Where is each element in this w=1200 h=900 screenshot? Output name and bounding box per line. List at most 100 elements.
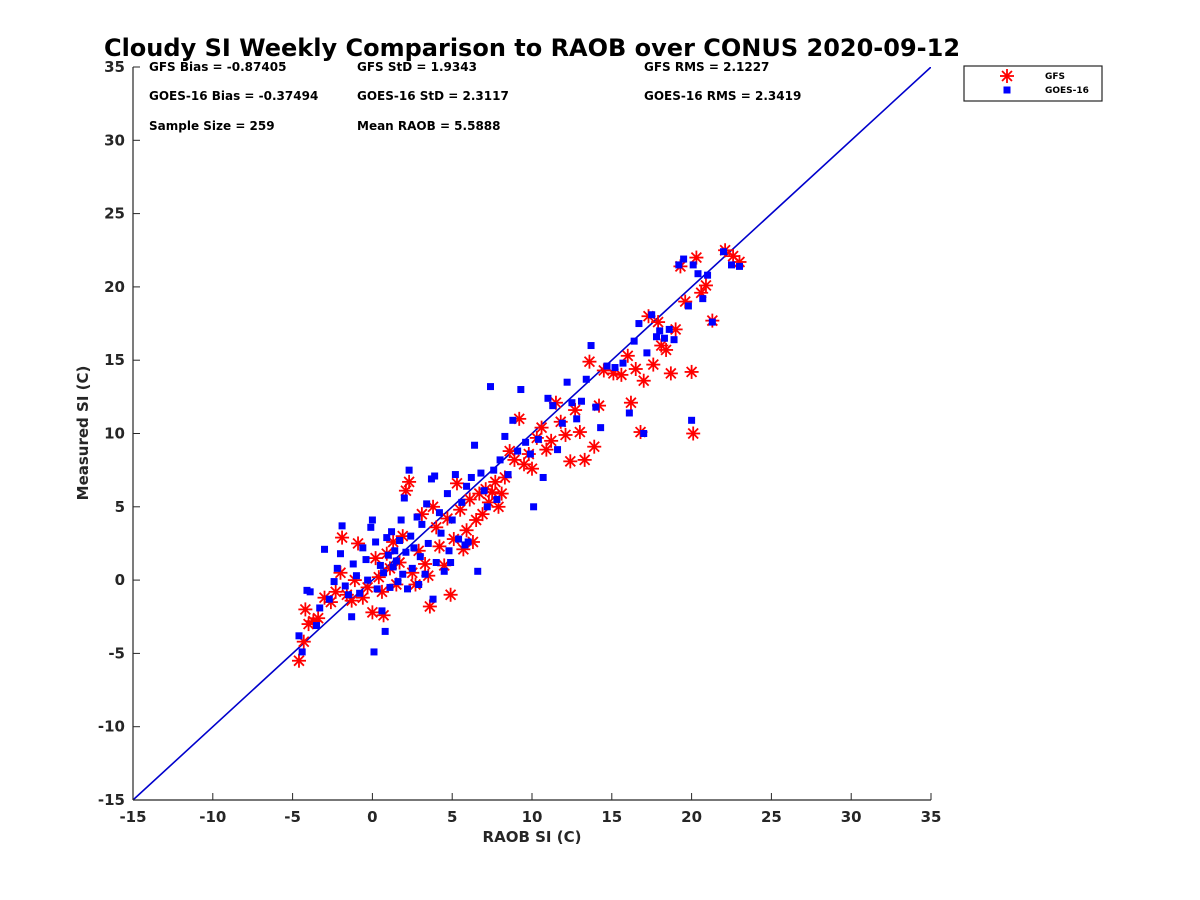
goes16-point bbox=[333, 564, 341, 572]
goes16-point bbox=[400, 494, 408, 502]
legend-gfs-label: GFS bbox=[1045, 72, 1065, 82]
gfs-point bbox=[628, 361, 643, 376]
goes16-point bbox=[359, 544, 367, 552]
goes16-point bbox=[402, 548, 410, 556]
goes16-point bbox=[392, 557, 400, 565]
goes16-point bbox=[665, 325, 673, 333]
goes16-point bbox=[415, 580, 423, 588]
goes16-point bbox=[348, 613, 356, 621]
statistics-annotations: GFS Bias = -0.87405 GFS StD = 1.9343 GFS… bbox=[149, 60, 801, 133]
goes16-point bbox=[474, 567, 482, 575]
goes16-point bbox=[364, 576, 372, 584]
goes16-point bbox=[451, 471, 459, 479]
y-tick-label: -10 bbox=[98, 718, 125, 736]
legend-box bbox=[963, 65, 1103, 102]
goes16-point bbox=[496, 456, 504, 464]
goes16-point bbox=[568, 399, 576, 407]
goes16-point bbox=[338, 522, 346, 530]
goes16-point bbox=[675, 261, 683, 269]
goes16-point bbox=[341, 582, 349, 590]
goes16-point bbox=[680, 255, 688, 263]
goes16-point bbox=[372, 538, 380, 546]
gfs-point bbox=[587, 439, 602, 454]
gfs-point bbox=[328, 584, 343, 599]
legend-goes16-label: GOES-16 bbox=[1045, 86, 1089, 96]
y-tick-label: 10 bbox=[104, 425, 125, 443]
goes16-point bbox=[471, 441, 479, 449]
goes16-point bbox=[577, 397, 585, 405]
gfs-point bbox=[534, 420, 549, 435]
gfs-point bbox=[459, 523, 474, 538]
goes16-point bbox=[688, 416, 696, 424]
gfs-point bbox=[620, 348, 635, 363]
goes16-point bbox=[394, 578, 402, 586]
y-tick-label: 30 bbox=[104, 131, 125, 149]
goes16-point bbox=[389, 563, 397, 571]
gfs-point bbox=[686, 426, 701, 441]
goes16-point bbox=[464, 538, 472, 546]
gfs-point bbox=[365, 605, 380, 620]
x-tick-label: -15 bbox=[119, 808, 146, 826]
goes16-point bbox=[558, 419, 566, 427]
goes16-point bbox=[432, 559, 440, 567]
goes16-point bbox=[611, 364, 619, 372]
goes16-point bbox=[383, 534, 391, 542]
y-tick-label: 25 bbox=[104, 205, 125, 223]
gfs-point bbox=[525, 461, 539, 476]
gfs-point bbox=[684, 364, 699, 379]
goes16-point bbox=[391, 547, 399, 555]
gfs-point bbox=[368, 551, 383, 566]
goes16-point bbox=[295, 632, 303, 640]
x-tick-label: 15 bbox=[601, 808, 622, 826]
goes16-point bbox=[325, 595, 333, 603]
goes16-point bbox=[728, 261, 735, 269]
gfs-point bbox=[432, 539, 447, 554]
goes16-point bbox=[405, 466, 413, 474]
goes16-point bbox=[720, 248, 728, 256]
goes16-point bbox=[362, 556, 370, 564]
stat-mean-raob: Mean RAOB = 5.5888 bbox=[357, 119, 501, 133]
goes16-point bbox=[704, 271, 712, 279]
goes16-point bbox=[349, 560, 357, 568]
goes16-point bbox=[467, 473, 475, 481]
gfs-point bbox=[568, 403, 583, 418]
goes16-point bbox=[344, 591, 352, 599]
goes16-point bbox=[534, 435, 542, 443]
x-tick-label: 20 bbox=[681, 808, 702, 826]
goes16-point bbox=[404, 585, 412, 593]
y-tick-label: 35 bbox=[104, 58, 125, 76]
goes16-point bbox=[517, 386, 525, 394]
goes16-point bbox=[640, 430, 648, 437]
gfs-point bbox=[418, 556, 433, 571]
goes16-point bbox=[418, 520, 426, 528]
gfs-point bbox=[475, 507, 490, 522]
gfs-point bbox=[301, 617, 316, 632]
goes16-point bbox=[447, 559, 455, 567]
stat-goes-rms: GOES-16 RMS = 2.3419 bbox=[644, 89, 801, 103]
x-tick-label: 10 bbox=[522, 808, 543, 826]
goes16-point bbox=[619, 359, 627, 367]
goes16-point bbox=[501, 432, 509, 440]
goes16-point bbox=[410, 544, 418, 552]
goes16-point bbox=[356, 589, 364, 597]
x-tick-label: 25 bbox=[761, 808, 782, 826]
goes16-point bbox=[652, 333, 660, 341]
goes16-point bbox=[514, 447, 522, 455]
goes16-point bbox=[408, 564, 416, 572]
gfs-point bbox=[453, 502, 468, 517]
goes16-point bbox=[708, 318, 716, 326]
gfs-point bbox=[544, 433, 559, 448]
goes16-point bbox=[504, 471, 512, 479]
goes16-point bbox=[694, 270, 702, 278]
goes16-point bbox=[582, 375, 590, 383]
goes16-point bbox=[660, 334, 668, 342]
goes16-point bbox=[399, 570, 407, 578]
goes16-point bbox=[380, 569, 388, 577]
goes16-point bbox=[424, 539, 432, 547]
stat-goes-std: GOES-16 StD = 2.3117 bbox=[357, 89, 509, 103]
legend: GFS GOES-16 bbox=[963, 65, 1103, 102]
goes16-point bbox=[544, 394, 552, 402]
x-tick-label: 35 bbox=[921, 808, 942, 826]
goes16-point bbox=[376, 561, 384, 569]
goes16-point bbox=[735, 262, 743, 270]
